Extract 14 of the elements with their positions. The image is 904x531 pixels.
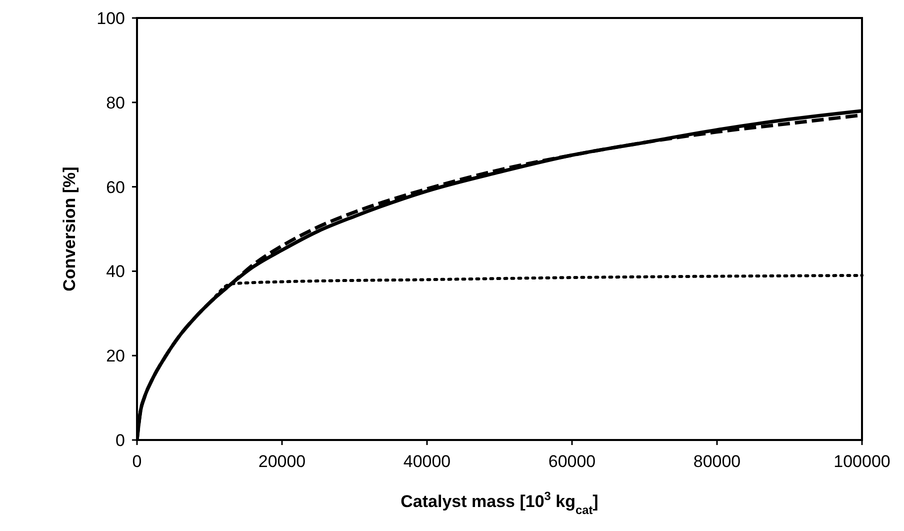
x-axis-title: Catalyst mass [10$^{3}$ kg$_{cat}$]	[400, 489, 598, 517]
x-tick-label: 40000	[403, 452, 451, 471]
x-tick-label: 60000	[548, 452, 596, 471]
y-tick-label: 80	[106, 93, 125, 112]
y-tick-label: 0	[116, 431, 125, 450]
x-tick-label: 80000	[693, 452, 741, 471]
y-tick-label: 40	[106, 262, 125, 282]
x-tick-label: 100000	[834, 452, 890, 471]
x-tick-label: 20000	[258, 452, 306, 471]
y-axis-title: Conversion [%]	[60, 166, 79, 292]
y-tick-label: 60	[106, 178, 125, 197]
y-tick-label: 100	[96, 9, 125, 28]
y-tick-label: 20	[106, 346, 125, 366]
x-tick-label: 0	[132, 452, 142, 471]
